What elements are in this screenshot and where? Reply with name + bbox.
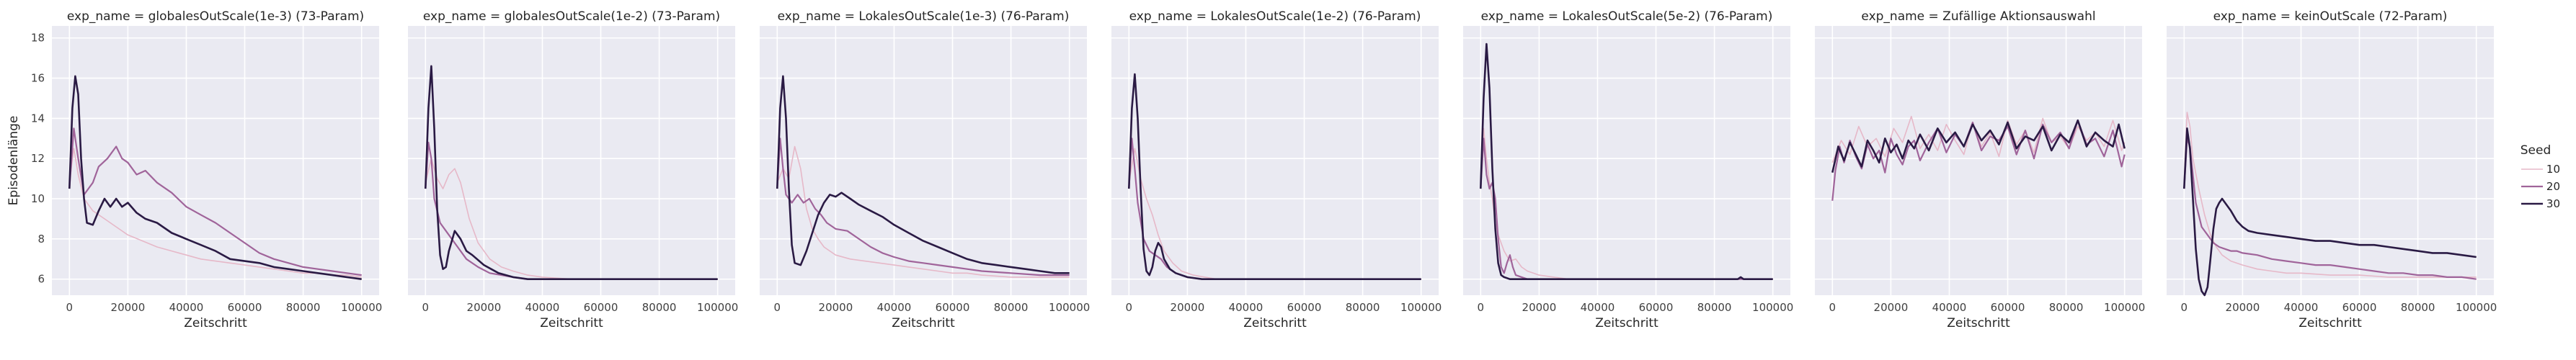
x-tick-label: 60000	[584, 301, 618, 314]
x-tick-label: 0	[2181, 301, 2188, 314]
legend-label-30: 30	[2546, 197, 2560, 210]
y-axis-label: Episodenlänge	[6, 116, 21, 206]
panel-title: exp_name = LokalesOutScale(1e-3) (76-Par…	[778, 9, 1070, 24]
x-tick-label: 60000	[936, 301, 970, 314]
panel-5: 0 20000 40000 60000 80000 100000 exp_name = Lo…	[1463, 9, 1793, 330]
plot-area	[52, 26, 379, 295]
x-tick-label: 20000	[111, 301, 146, 314]
panel-4: 0 20000 40000 60000 80000 100000 exp_name = Lo…	[1111, 9, 1442, 330]
x-tick-label: 100000	[1752, 301, 1793, 314]
panel-title: exp_name = Zufällige Aktionsauswahl	[1861, 9, 2095, 24]
y-tick-label: 12	[31, 152, 45, 165]
x-tick-label: 40000	[525, 301, 560, 314]
x-axis-label: Zeitschritt	[2299, 316, 2362, 330]
x-tick-label: 0	[66, 301, 74, 314]
x-tick-label: 80000	[2401, 301, 2435, 314]
panel-title: exp_name = LokalesOutScale(5e-2) (76-Par…	[1481, 9, 1773, 24]
x-tick-label: 60000	[1287, 301, 1322, 314]
x-tick-label: 100000	[697, 301, 738, 314]
x-axis-label: Zeitschritt	[1595, 316, 1658, 330]
x-tick-label: 40000	[2284, 301, 2319, 314]
x-tick-label: 100000	[2456, 301, 2497, 314]
panel-title: exp_name = LokalesOutScale(1e-2) (76-Par…	[1129, 9, 1421, 24]
panel-6: 0 20000 40000 60000 80000 100000 exp_name = Zu…	[1815, 9, 2145, 330]
series-line-10	[68, 148, 362, 278]
x-tick-label: 100000	[2104, 301, 2145, 314]
y-tick-label: 10	[31, 192, 45, 205]
plot-area	[408, 26, 735, 295]
plot-area	[760, 26, 1087, 295]
x-tick-label: 0	[422, 301, 430, 314]
x-tick-label: 80000	[1697, 301, 1732, 314]
panel-2: 0 20000 40000 60000 80000 100000 exp_name = gl…	[408, 9, 738, 330]
series-line-30	[776, 75, 1070, 274]
x-tick-label: 60000	[1991, 301, 2025, 314]
x-axis-label: Zeitschritt	[540, 316, 603, 330]
series-line-30	[1831, 119, 2126, 173]
series-line-30	[425, 65, 718, 281]
panel-3: 0 20000 40000 60000 80000 100000 exp_name = Lo…	[760, 9, 1090, 330]
panel-1: 0 20000 40000 60000 80000 100000 6 8 10 12 14 16 18 e…	[31, 9, 382, 330]
legend-title: Seed	[2521, 143, 2551, 158]
x-tick-label: 100000	[1400, 301, 1442, 314]
x-tick-label: 40000	[1932, 301, 1967, 314]
x-tick-label: 0	[1126, 301, 1133, 314]
x-tick-label: 20000	[467, 301, 502, 314]
series-line-20	[776, 138, 1070, 276]
series-line-20	[68, 127, 362, 276]
series-line-30	[1480, 42, 1773, 281]
series-line-30	[2183, 127, 2477, 297]
series-line-30	[1128, 73, 1421, 281]
series-line-20	[2183, 138, 2477, 280]
panel-7: 0 20000 40000 60000 80000 100000 exp_name = ke…	[2167, 9, 2497, 330]
x-tick-label: 80000	[2049, 301, 2084, 314]
y-tick-label: 6	[37, 273, 45, 286]
x-tick-label: 80000	[1346, 301, 1380, 314]
x-tick-label: 20000	[2226, 301, 2260, 314]
legend-label-20: 20	[2546, 180, 2560, 193]
y-tick-label: 16	[31, 72, 45, 85]
panel-title: exp_name = globalesOutScale(1e-2) (73-Pa…	[423, 9, 720, 24]
series-line-10	[2183, 112, 2477, 278]
x-tick-label: 60000	[228, 301, 262, 314]
x-tick-label: 40000	[169, 301, 204, 314]
x-tick-label: 80000	[286, 301, 321, 314]
panel-title: exp_name = globalesOutScale(1e-3) (73-Pa…	[67, 9, 364, 24]
y-tick-label: 18	[31, 32, 45, 45]
plot-area	[1463, 26, 1790, 295]
x-tick-label: 20000	[1874, 301, 1909, 314]
x-axis-label: Zeitschritt	[184, 316, 247, 330]
legend: Seed 10 20 30	[2521, 143, 2560, 210]
x-tick-label: 40000	[1581, 301, 1615, 314]
x-tick-label: 0	[774, 301, 781, 314]
y-tick-label: 8	[37, 233, 45, 246]
plot-area	[2167, 26, 2494, 295]
x-tick-label: 60000	[1639, 301, 1674, 314]
x-tick-label: 20000	[819, 301, 853, 314]
x-tick-label: 100000	[341, 301, 382, 314]
series-line-30	[68, 75, 362, 280]
x-tick-label: 20000	[1522, 301, 1557, 314]
x-tick-label: 40000	[1229, 301, 1263, 314]
legend-label-10: 10	[2546, 163, 2560, 176]
x-tick-label: 0	[1829, 301, 1836, 314]
x-axis-label: Zeitschritt	[1243, 316, 1307, 330]
x-axis-label: Zeitschritt	[892, 316, 955, 330]
plot-area	[1111, 26, 1439, 295]
x-axis-label: Zeitschritt	[1947, 316, 2010, 330]
x-tick-label: 60000	[2342, 301, 2377, 314]
plot-area	[1815, 26, 2142, 295]
series-line-10	[776, 145, 1070, 278]
x-tick-label: 0	[1478, 301, 1485, 314]
x-tick-label: 20000	[1171, 301, 1205, 314]
x-tick-label: 40000	[877, 301, 912, 314]
x-tick-label: 80000	[994, 301, 1029, 314]
y-tick-label: 14	[31, 112, 45, 125]
panel-title: exp_name = keinOutScale (72-Param)	[2213, 9, 2448, 24]
chart-panels: 0 20000 40000 60000 80000 100000 6 8 10 12 14 16 18 e…	[31, 9, 2497, 330]
x-tick-label: 80000	[642, 301, 677, 314]
x-tick-label: 100000	[1049, 301, 1090, 314]
